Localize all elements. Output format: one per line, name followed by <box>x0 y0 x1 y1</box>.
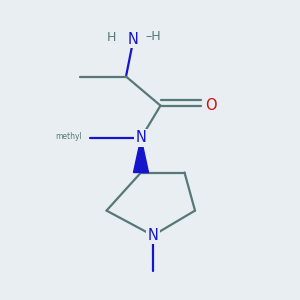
Text: N: N <box>128 32 139 46</box>
Text: N: N <box>136 130 146 146</box>
Text: N: N <box>148 228 158 243</box>
Text: H: H <box>107 31 117 44</box>
Text: O: O <box>205 98 216 113</box>
Polygon shape <box>134 138 148 172</box>
Text: –H: –H <box>146 30 161 44</box>
Text: methyl: methyl <box>56 132 82 141</box>
